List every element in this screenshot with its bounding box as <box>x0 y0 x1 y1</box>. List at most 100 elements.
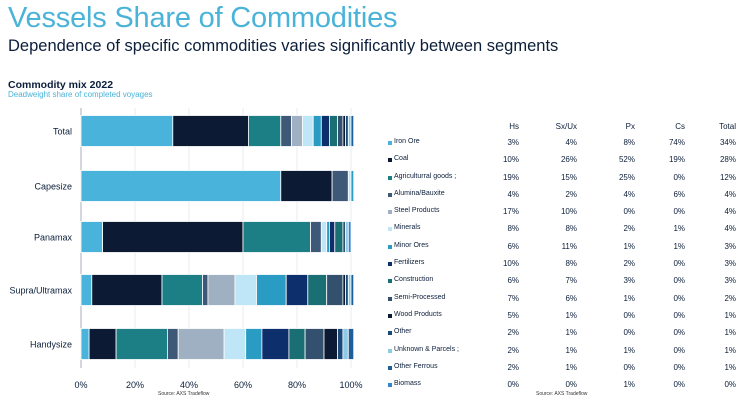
table-cell: 25% <box>618 172 635 182</box>
bar-segment <box>242 221 311 253</box>
table-cell: 0% <box>507 380 519 390</box>
legend-swatch <box>388 175 392 180</box>
legend-swatch <box>388 383 392 388</box>
table-cell: 1% <box>623 293 635 303</box>
bar-segment <box>280 170 333 202</box>
table-cell: 4% <box>724 224 736 234</box>
legend-swatch <box>388 227 392 232</box>
bar-segment <box>347 170 352 202</box>
table-cell: 0% <box>673 259 685 269</box>
table-row: Alumina/Bauxite 4% 2% 4% 6% 4% <box>384 188 736 205</box>
bar-segment <box>347 274 352 306</box>
bar-segment <box>80 170 282 202</box>
legend-swatch <box>388 210 392 215</box>
row-label: Alumina/Bauxite <box>394 189 445 197</box>
table-cell: 1% <box>623 380 635 390</box>
table-cell: 34% <box>719 138 736 147</box>
row-label: Agriculturral goods ; <box>394 172 457 180</box>
table-cell: 0% <box>673 207 685 217</box>
table-row: Construction 6% 7% 3% 0% 3% <box>384 274 736 291</box>
table-row: Minerals 8% 8% 2% 1% 4% <box>384 222 736 239</box>
bar-segment <box>115 328 168 360</box>
bar-segment <box>91 274 163 306</box>
table-cell: 0% <box>673 310 685 320</box>
table-cell: 4% <box>724 189 736 199</box>
table-cell: 4% <box>507 189 519 199</box>
table-cell: 2% <box>565 189 577 199</box>
bar-segment <box>310 221 322 253</box>
x-tick-label: 80% <box>288 380 306 390</box>
bar-segment <box>347 328 355 360</box>
bar-segment <box>337 328 344 360</box>
bar-segment <box>172 115 249 147</box>
x-tick-label: 40% <box>180 380 198 390</box>
bar-segment <box>245 328 263 360</box>
bar-segment <box>234 274 257 306</box>
table-cell: 3% <box>507 138 519 147</box>
table-cell: 2% <box>507 328 519 338</box>
row-label: Fertilizers <box>394 259 425 267</box>
table-cell: 1% <box>673 241 685 251</box>
table-cell: 6% <box>673 189 685 199</box>
table-cell: 11% <box>561 241 577 251</box>
bar-segment <box>337 115 344 147</box>
bar-segment <box>304 328 325 360</box>
table-cell: 10% <box>502 155 519 165</box>
row-label: Coal <box>394 155 409 163</box>
row-label: Steel Products <box>394 207 440 215</box>
category-label: Total <box>53 127 72 137</box>
table-cell: 1% <box>623 241 635 251</box>
bar-segment <box>301 115 314 147</box>
table-cell: 0% <box>673 362 685 372</box>
legend-swatch <box>388 141 392 145</box>
table-row: Iron Ore 3% 4% 8% 74% 34% <box>384 136 736 153</box>
table-cell: 0% <box>673 172 685 182</box>
bar-segment <box>280 115 292 147</box>
page-subtitle: Dependence of specific commodities varie… <box>8 37 559 55</box>
bar-segment <box>223 328 247 360</box>
column-header: Total <box>719 122 736 131</box>
table-cell: 0% <box>673 293 685 303</box>
bar-segment <box>288 328 306 360</box>
category-label: Capesize <box>34 182 72 192</box>
row-label: Other <box>394 328 412 336</box>
table-cell: 7% <box>507 293 519 303</box>
bar-segment <box>177 328 225 360</box>
table-cell: 17% <box>502 207 519 217</box>
row-label: Wood Products <box>394 310 442 318</box>
table-cell: 1% <box>623 345 635 355</box>
table-cell: 3% <box>623 276 635 286</box>
category-label: Supra/Ultramax <box>9 286 72 296</box>
table-cell: 2% <box>507 362 519 372</box>
bar-segment <box>345 274 349 306</box>
bar-segment <box>80 328 90 360</box>
table-cell: 28% <box>719 155 736 165</box>
bar-segment <box>323 328 338 360</box>
bar-segment <box>261 328 290 360</box>
bar-segment <box>88 328 117 360</box>
table-cell: 3% <box>724 241 736 251</box>
table-cell: 0% <box>623 310 635 320</box>
bar-segment <box>331 170 349 202</box>
legend-swatch <box>388 365 392 370</box>
legend-swatch <box>388 192 392 197</box>
table-cell: 4% <box>565 138 577 147</box>
bar-segment <box>312 115 322 147</box>
row-label: Minor Ores <box>394 241 429 249</box>
bar-segment <box>350 115 355 147</box>
table-cell: 1% <box>565 328 577 338</box>
bar-segment <box>202 274 209 306</box>
chart-source-note: Source: AXS Tradeflow <box>158 391 210 397</box>
row-label: Minerals <box>394 224 421 232</box>
table-cell: 0% <box>623 207 635 217</box>
bar-segment <box>80 274 93 306</box>
bar-segment <box>342 328 349 360</box>
bar-segment <box>347 221 352 253</box>
bar-segment <box>345 115 349 147</box>
bar-segment <box>342 274 346 306</box>
table-cell: 1% <box>565 310 577 320</box>
bar-segment <box>334 221 344 253</box>
bar-segment <box>326 221 330 253</box>
bar-segment <box>166 328 179 360</box>
table-row: Minor Ores 6% 11% 1% 1% 3% <box>384 240 736 257</box>
